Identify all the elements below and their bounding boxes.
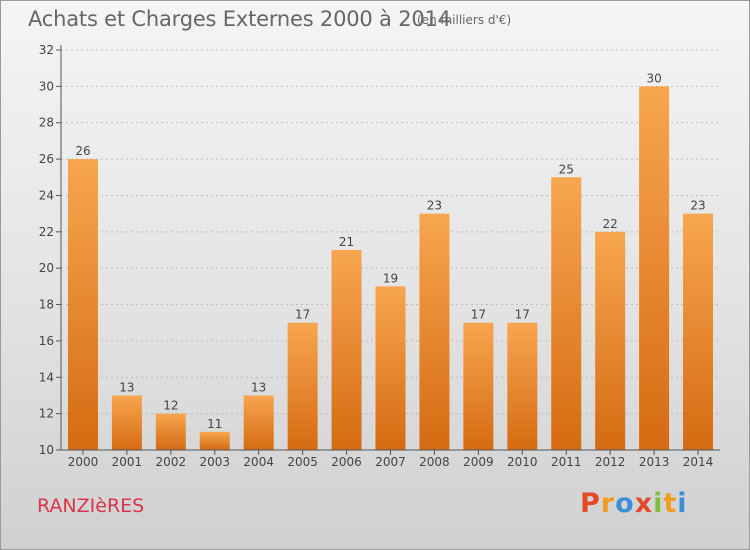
bar	[199, 431, 230, 450]
logo-letter: i	[653, 488, 664, 519]
x-tick-label: 2012	[595, 455, 626, 469]
data-label: 19	[383, 271, 398, 285]
y-tick-label: 18	[39, 298, 54, 312]
bar	[463, 322, 494, 450]
bar	[243, 395, 274, 450]
chart-subtitle: (en milliers d'€)	[417, 13, 512, 27]
data-label: 25	[559, 162, 574, 176]
bar	[595, 231, 626, 450]
y-tick-label: 32	[39, 43, 54, 57]
bar	[507, 322, 538, 450]
y-tick-label: 12	[39, 407, 54, 421]
x-tick-label: 2001	[112, 455, 143, 469]
y-tick-label: 26	[39, 152, 54, 166]
logo-letter: i	[677, 488, 688, 519]
bar	[375, 286, 406, 450]
bar	[111, 395, 142, 450]
data-label: 22	[603, 217, 618, 231]
y-tick-label: 30	[39, 79, 54, 93]
data-label: 23	[690, 199, 705, 213]
x-tick-label: 2014	[683, 455, 714, 469]
bar	[155, 413, 186, 450]
chart-title: Achats et Charges Externes 2000 à 2014	[28, 7, 451, 31]
commune-name: RANZIèRES	[37, 495, 145, 517]
data-label: 13	[119, 380, 134, 394]
bar	[683, 213, 714, 450]
x-tick-label: 2005	[287, 455, 318, 469]
proxiti-logo: Proxiti	[580, 488, 688, 519]
logo-letter: P	[580, 488, 601, 519]
bar	[419, 213, 450, 450]
y-tick-label: 24	[39, 188, 54, 202]
y-tick-label: 14	[39, 370, 54, 384]
x-tick-label: 2009	[463, 455, 494, 469]
x-tick-label: 2008	[419, 455, 450, 469]
bar	[331, 250, 362, 450]
logo-letter: o	[615, 488, 635, 519]
x-tick-label: 2007	[375, 455, 406, 469]
logo-letter: r	[600, 488, 616, 519]
x-tick-label: 2010	[507, 455, 538, 469]
bar	[287, 322, 318, 450]
data-label: 13	[251, 380, 266, 394]
y-tick-label: 28	[39, 116, 54, 130]
data-label: 30	[646, 71, 661, 85]
data-label: 23	[427, 199, 442, 213]
data-label: 17	[295, 308, 310, 322]
data-label: 17	[515, 308, 530, 322]
logo-letter: t	[663, 488, 678, 519]
x-tick-label: 2000	[68, 455, 99, 469]
x-tick-label: 2011	[551, 455, 582, 469]
x-tick-label: 2004	[243, 455, 274, 469]
y-tick-label: 16	[39, 334, 54, 348]
data-label: 26	[75, 144, 90, 158]
y-tick-label: 20	[39, 261, 54, 275]
x-tick-label: 2006	[331, 455, 362, 469]
bar	[551, 177, 582, 451]
bar	[639, 86, 670, 450]
y-tick-label: 10	[39, 443, 54, 457]
data-label: 12	[163, 399, 178, 413]
x-tick-label: 2013	[639, 455, 670, 469]
data-label: 21	[339, 235, 354, 249]
bar	[67, 159, 98, 450]
data-label: 11	[207, 417, 222, 431]
data-label: 17	[471, 308, 486, 322]
logo-letter: x	[634, 488, 654, 519]
y-tick-label: 22	[39, 225, 54, 239]
x-tick-label: 2002	[156, 455, 187, 469]
x-tick-label: 2003	[199, 455, 230, 469]
